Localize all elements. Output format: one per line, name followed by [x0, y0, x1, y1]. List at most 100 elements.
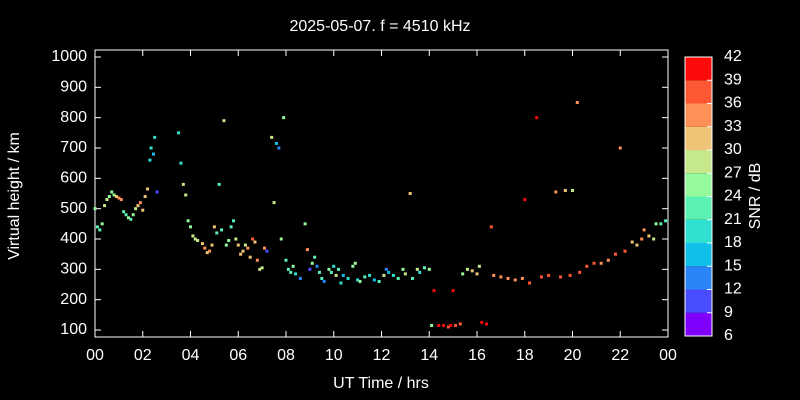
data-point	[430, 323, 434, 327]
x-tick-label: 00	[86, 347, 104, 364]
data-point	[122, 210, 126, 214]
colorbar-tick-label: 21	[724, 211, 742, 228]
data-point	[224, 243, 228, 247]
data-point	[148, 158, 152, 162]
data-point	[585, 264, 589, 268]
data-point	[234, 237, 238, 241]
data-point	[95, 225, 99, 229]
colorbar-band	[685, 196, 712, 220]
data-point	[131, 213, 135, 217]
data-point	[298, 276, 302, 280]
data-point	[499, 275, 503, 279]
data-point	[229, 225, 233, 229]
x-tick-label: 04	[182, 347, 200, 364]
data-point	[231, 219, 235, 223]
colorbar-band	[685, 57, 712, 81]
data-point	[107, 195, 111, 199]
data-point	[124, 213, 128, 217]
colorbar-band	[685, 80, 712, 104]
colorbar-band	[685, 289, 712, 313]
data-point	[227, 239, 231, 243]
data-point	[272, 201, 276, 205]
data-point	[353, 261, 357, 265]
data-point	[652, 237, 656, 241]
x-tick-label: 06	[229, 347, 247, 364]
data-point	[114, 195, 118, 199]
data-point	[630, 240, 634, 244]
x-tick-label: 16	[468, 347, 486, 364]
data-point	[559, 275, 563, 279]
data-point	[289, 270, 293, 274]
data-point	[126, 216, 130, 220]
data-point	[286, 267, 290, 271]
x-tick-label: 20	[564, 347, 582, 364]
data-point	[134, 207, 138, 211]
data-point	[270, 135, 274, 139]
data-point	[308, 267, 312, 271]
data-point	[606, 258, 610, 262]
colorbar-tick-label: 24	[724, 188, 742, 205]
colorbar-band	[685, 103, 712, 127]
data-point	[477, 264, 481, 268]
data-point	[196, 239, 200, 243]
data-point	[149, 146, 153, 150]
colorbar-tick-label: 6	[724, 327, 733, 344]
colorbar-band	[685, 266, 712, 290]
colorbar-tick-label: 33	[724, 118, 742, 135]
y-tick-label: 700	[60, 139, 87, 156]
data-point	[279, 237, 283, 241]
data-point	[217, 182, 221, 186]
data-point	[138, 201, 142, 205]
data-point	[146, 187, 150, 191]
data-point	[332, 264, 336, 268]
data-point	[411, 276, 415, 280]
x-tick-label: 14	[420, 347, 438, 364]
y-tick-label: 400	[60, 230, 87, 247]
data-point	[351, 264, 355, 268]
data-point	[377, 279, 381, 283]
data-point	[248, 255, 252, 259]
colorbar-band	[685, 150, 712, 174]
x-axis-label: UT Time / hrs	[333, 375, 429, 392]
data-point	[212, 225, 216, 229]
data-point	[93, 207, 97, 211]
data-point	[112, 193, 116, 197]
data-point	[571, 188, 574, 192]
data-point	[372, 278, 376, 282]
data-point	[186, 219, 190, 223]
y-tick-label: 600	[60, 170, 87, 187]
colorbar-tick-label: 12	[724, 281, 742, 298]
data-point	[277, 146, 281, 150]
data-point	[391, 273, 395, 277]
colorbar-tick-label: 39	[724, 71, 742, 88]
data-point	[640, 237, 644, 241]
data-point	[432, 289, 436, 293]
data-point	[179, 161, 183, 165]
y-tick-label: 200	[60, 291, 87, 308]
data-point	[334, 273, 338, 277]
y-tick-label: 300	[60, 261, 87, 278]
data-point	[239, 252, 243, 256]
chart-title: 2025-05-07. f = 4510 kHz	[289, 18, 470, 35]
x-tick-label: 02	[134, 347, 152, 364]
data-point	[506, 276, 510, 280]
x-tick-label: 12	[373, 347, 391, 364]
data-point	[339, 281, 343, 285]
data-point	[313, 255, 317, 259]
data-point	[415, 267, 419, 271]
data-point	[535, 116, 539, 120]
data-point	[563, 188, 567, 192]
data-point	[449, 323, 453, 327]
data-point	[246, 246, 250, 250]
data-point	[258, 267, 262, 271]
data-point	[315, 264, 319, 268]
y-tick-label: 900	[60, 79, 87, 96]
data-point	[442, 323, 446, 327]
data-point	[103, 204, 107, 208]
data-point	[260, 266, 264, 270]
data-point	[210, 243, 214, 247]
data-point	[241, 249, 245, 253]
data-point	[110, 190, 114, 194]
data-point	[554, 190, 558, 194]
data-point	[255, 258, 259, 262]
